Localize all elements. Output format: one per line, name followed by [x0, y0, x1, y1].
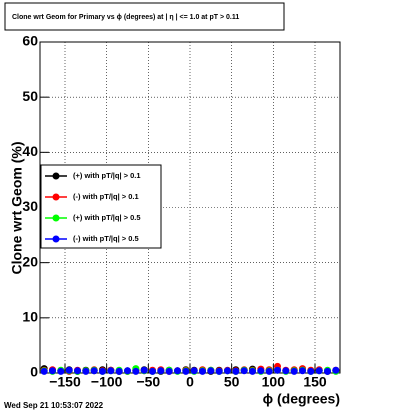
data-point — [224, 367, 231, 375]
data-point — [332, 366, 340, 374]
y-tick-label: 0 — [30, 364, 38, 380]
data-point — [240, 367, 248, 375]
data-point — [115, 367, 123, 375]
data-point — [99, 367, 106, 375]
data-point — [190, 367, 198, 375]
data-point — [290, 367, 298, 375]
data-point — [207, 367, 215, 375]
data-point — [199, 367, 206, 375]
data-point — [282, 367, 290, 375]
data-point — [232, 367, 240, 375]
data-point — [157, 367, 165, 375]
y-axis-label: Clone wrt Geom (%) — [9, 141, 25, 274]
legend-label: (-) with pT/|q| > 0.1 — [73, 192, 139, 201]
data-point — [82, 367, 90, 375]
data-point — [140, 366, 148, 374]
y-tick-label: 10 — [22, 309, 38, 325]
data-point — [215, 367, 223, 375]
legend-box — [40, 164, 162, 249]
x-tick-label: −50 — [136, 374, 160, 390]
x-axis-label: ϕ (degrees) — [263, 391, 340, 407]
data-point — [40, 367, 48, 375]
x-tick-label: 50 — [224, 374, 240, 390]
legend-marker — [52, 235, 60, 243]
x-tick-label: 150 — [303, 374, 327, 390]
data-point — [257, 367, 265, 375]
x-tick-label: 0 — [186, 374, 194, 390]
data-point — [107, 367, 115, 375]
data-point — [49, 367, 56, 375]
legend-label: (-) with pT/|q| > 0.5 — [73, 234, 139, 243]
y-tick-label: 20 — [22, 253, 38, 269]
data-point — [132, 367, 140, 375]
data-point — [74, 367, 81, 375]
chart-title: Clone wrt Geom for Primary vs ϕ (degrees… — [12, 14, 239, 21]
data-point — [174, 367, 181, 375]
data-point — [165, 367, 173, 375]
x-tick-label: −100 — [91, 374, 123, 390]
data-point — [265, 367, 273, 375]
data-point — [315, 367, 323, 375]
data-point — [299, 367, 306, 375]
x-tick-label: 100 — [262, 374, 286, 390]
x-tick-label: −150 — [49, 374, 81, 390]
data-point — [182, 367, 190, 375]
y-tick-label: 40 — [22, 143, 38, 159]
data-point — [324, 367, 331, 375]
data-point — [249, 367, 256, 375]
data-point — [65, 366, 73, 374]
data-point — [307, 367, 315, 375]
legend-marker — [52, 172, 60, 180]
data-point — [274, 366, 281, 374]
data-point — [124, 367, 131, 375]
y-tick-label: 60 — [22, 33, 38, 49]
title-box — [4, 2, 285, 31]
legend-label: (+) with pT/|q| > 0.5 — [73, 213, 141, 222]
legend-marker — [52, 214, 60, 222]
timestamp: Wed Sep 21 10:53:07 2022 — [4, 401, 104, 410]
data-point — [90, 367, 98, 375]
data-point — [57, 367, 65, 375]
y-tick-label: 30 — [22, 198, 38, 214]
data-point — [149, 367, 156, 375]
y-tick-label: 50 — [22, 88, 38, 104]
legend-label: (+) with pT/|q| > 0.1 — [73, 171, 141, 180]
legend-marker — [52, 193, 60, 201]
